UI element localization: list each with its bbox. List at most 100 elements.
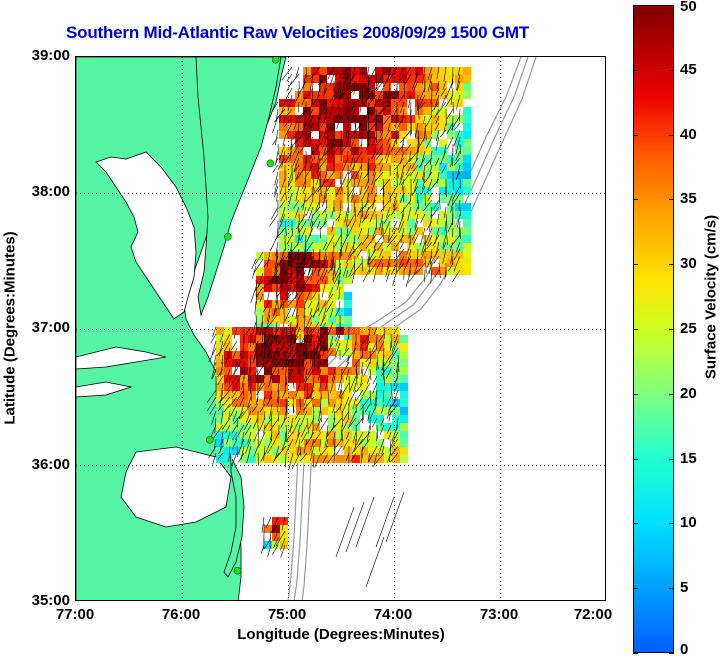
velocity-cell: [423, 187, 431, 195]
velocity-cell: [415, 123, 423, 131]
velocity-arrow: [369, 368, 372, 381]
velocity-cell: [319, 195, 327, 203]
velocity-arrow: [316, 150, 321, 167]
velocity-cell: [368, 327, 376, 335]
velocity-arrow: [344, 206, 349, 223]
velocity-arrow: [317, 178, 328, 193]
velocity-cell: [352, 375, 360, 383]
velocity-cell: [319, 179, 327, 187]
velocity-arrow: [278, 349, 285, 365]
velocity-arrow: [293, 115, 300, 130]
y-tick-label: 35:00: [31, 592, 70, 609]
velocity-cell: [216, 343, 224, 351]
velocity-arrow: [341, 143, 349, 153]
velocity-cell: [303, 203, 311, 211]
velocity-cell: [327, 227, 335, 235]
velocity-arrow: [272, 307, 278, 319]
velocity-arrow: [456, 94, 461, 110]
velocity-arrow: [361, 213, 370, 223]
velocity-arrow: [403, 87, 406, 100]
velocity-arrow: [340, 129, 343, 145]
velocity-arrow: [327, 321, 334, 335]
velocity-cell: [391, 75, 399, 83]
velocity-cell: [368, 335, 376, 343]
velocity-arrow: [356, 417, 364, 427]
velocity-cell: [279, 187, 287, 195]
velocity-cell: [264, 541, 272, 549]
river-inlet-1: [76, 346, 167, 370]
velocity-cell: [423, 75, 431, 83]
velocity-arrow: [286, 108, 293, 116]
velocity-arrow: [309, 213, 314, 227]
velocity-arrow: [387, 227, 398, 244]
velocity-arrow: [281, 340, 287, 349]
velocity-arrow: [277, 342, 285, 356]
velocity-cell: [383, 91, 391, 99]
velocity-arrow: [355, 389, 364, 401]
velocity-cell: [288, 439, 296, 447]
velocity-cell: [319, 155, 327, 163]
velocity-arrow: [283, 342, 292, 358]
velocity-cell: [335, 67, 343, 75]
velocity-arrow: [310, 73, 314, 91]
velocity-arrow: [272, 544, 279, 555]
velocity-cell: [439, 107, 447, 115]
velocity-arrow: [273, 326, 280, 340]
velocity-arrow: [223, 340, 231, 352]
velocity-arrow: [360, 396, 371, 410]
velocity-arrow: [414, 213, 419, 228]
velocity-arrow: [239, 347, 245, 357]
velocity-arrow: [262, 279, 271, 289]
velocity-arrow: [320, 220, 328, 230]
velocity-cell: [463, 83, 471, 91]
velocity-cell: [264, 308, 272, 316]
velocity-arrow: [369, 255, 377, 265]
velocity-arrow: [293, 157, 300, 172]
velocity-arrow: [413, 171, 419, 184]
velocity-cell: [287, 179, 295, 187]
velocity-arrow: [272, 431, 280, 446]
velocity-arrow: [331, 206, 335, 218]
velocity-cell: [375, 139, 383, 147]
velocity-arrow: [272, 452, 280, 463]
velocity-cell: [431, 107, 439, 115]
velocity-cell: [344, 260, 352, 268]
velocity-cell: [319, 163, 327, 171]
velocity-cell: [360, 343, 368, 351]
velocity-cell: [296, 431, 304, 439]
velocity-arrow: [330, 307, 334, 318]
velocity-arrow: [358, 213, 363, 228]
velocity-arrow: [301, 199, 307, 208]
velocity-cell: [367, 107, 375, 115]
velocity-cell: [376, 391, 384, 399]
velocity-cell: [216, 391, 224, 399]
velocity-cell: [248, 391, 256, 399]
velocity-arrow: [210, 333, 217, 344]
outer-banks: [223, 456, 245, 578]
velocity-cell: [431, 227, 439, 235]
velocity-cell: [375, 171, 383, 179]
velocity-arrow: [347, 354, 350, 364]
velocity-arrow: [310, 269, 314, 281]
velocity-arrow: [228, 396, 238, 409]
velocity-cell: [336, 375, 344, 383]
velocity-cell: [463, 251, 471, 259]
velocity-cell: [384, 335, 392, 343]
velocity-cell: [367, 131, 375, 139]
velocity-cell: [375, 227, 383, 235]
velocity-cell: [439, 187, 447, 195]
velocity-cell: [328, 455, 336, 463]
velocity-cell: [376, 415, 384, 423]
velocity-arrow: [294, 410, 301, 420]
velocity-cell: [280, 300, 288, 308]
velocity-cell: [359, 163, 367, 171]
velocity-arrow: [323, 185, 328, 200]
velocity-cell: [335, 219, 343, 227]
velocity-cell: [399, 75, 407, 83]
velocity-cell: [328, 276, 336, 284]
velocity-arrow: [222, 396, 231, 406]
velocity-cell: [415, 179, 423, 187]
velocity-arrow: [323, 255, 328, 269]
velocity-cell: [296, 439, 304, 447]
velocity-arrow: [302, 403, 308, 413]
